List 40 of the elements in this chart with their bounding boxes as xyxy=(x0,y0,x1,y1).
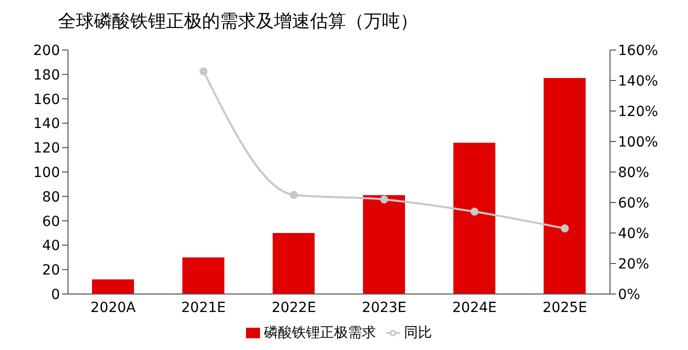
x-tick-label: 2022E xyxy=(272,300,316,316)
chart-title: 全球磷酸铁锂正极的需求及增速估算（万吨） xyxy=(57,10,419,34)
bar xyxy=(182,257,224,294)
y-tick-label: 0 xyxy=(51,286,60,303)
point xyxy=(470,208,478,216)
point xyxy=(560,224,569,232)
y-tick-label: 60 xyxy=(42,214,60,230)
y-tick-label: 20 xyxy=(42,262,60,279)
bar xyxy=(544,78,586,294)
y-tick-label: 80 xyxy=(42,189,60,206)
y-tick-label: 200 xyxy=(33,42,60,59)
y2-tick-label: 20% xyxy=(618,256,650,272)
bar xyxy=(453,142,496,294)
y2-tick-label: 160% xyxy=(618,42,658,59)
point xyxy=(380,195,388,204)
y2-tick-label: 120% xyxy=(618,104,658,120)
bar xyxy=(363,195,405,294)
y2-tick-label: 40% xyxy=(618,226,650,242)
y2-tick-label: 0% xyxy=(618,286,640,303)
x-tick-label: 2024E xyxy=(452,300,497,316)
y2-tick-label: 140% xyxy=(618,73,658,90)
y-tick-label: 40 xyxy=(42,238,60,254)
y-tick-label: 160 xyxy=(33,92,60,108)
y2-tick-label: 60% xyxy=(618,195,650,212)
x-tick-label: 2023E xyxy=(362,300,406,316)
legend-label: 同比 xyxy=(404,325,432,341)
point xyxy=(290,190,298,199)
y2-tick-label: 100% xyxy=(618,134,658,150)
bar xyxy=(92,279,134,294)
bar xyxy=(272,233,315,294)
y-tick-label: 120 xyxy=(33,140,60,157)
x-tick-label: 2021E xyxy=(181,300,226,316)
y-tick-label: 140 xyxy=(33,116,60,132)
legend-label: 磷酸铁锂正极需求 xyxy=(264,325,376,341)
y-tick-label: 100 xyxy=(33,164,60,181)
point xyxy=(200,67,208,76)
x-tick-label: 2025E xyxy=(542,300,588,316)
x-tick-label: 2020A xyxy=(90,300,136,316)
y-tick-label: 180 xyxy=(33,67,60,84)
y2-tick-label: 80% xyxy=(618,164,650,181)
